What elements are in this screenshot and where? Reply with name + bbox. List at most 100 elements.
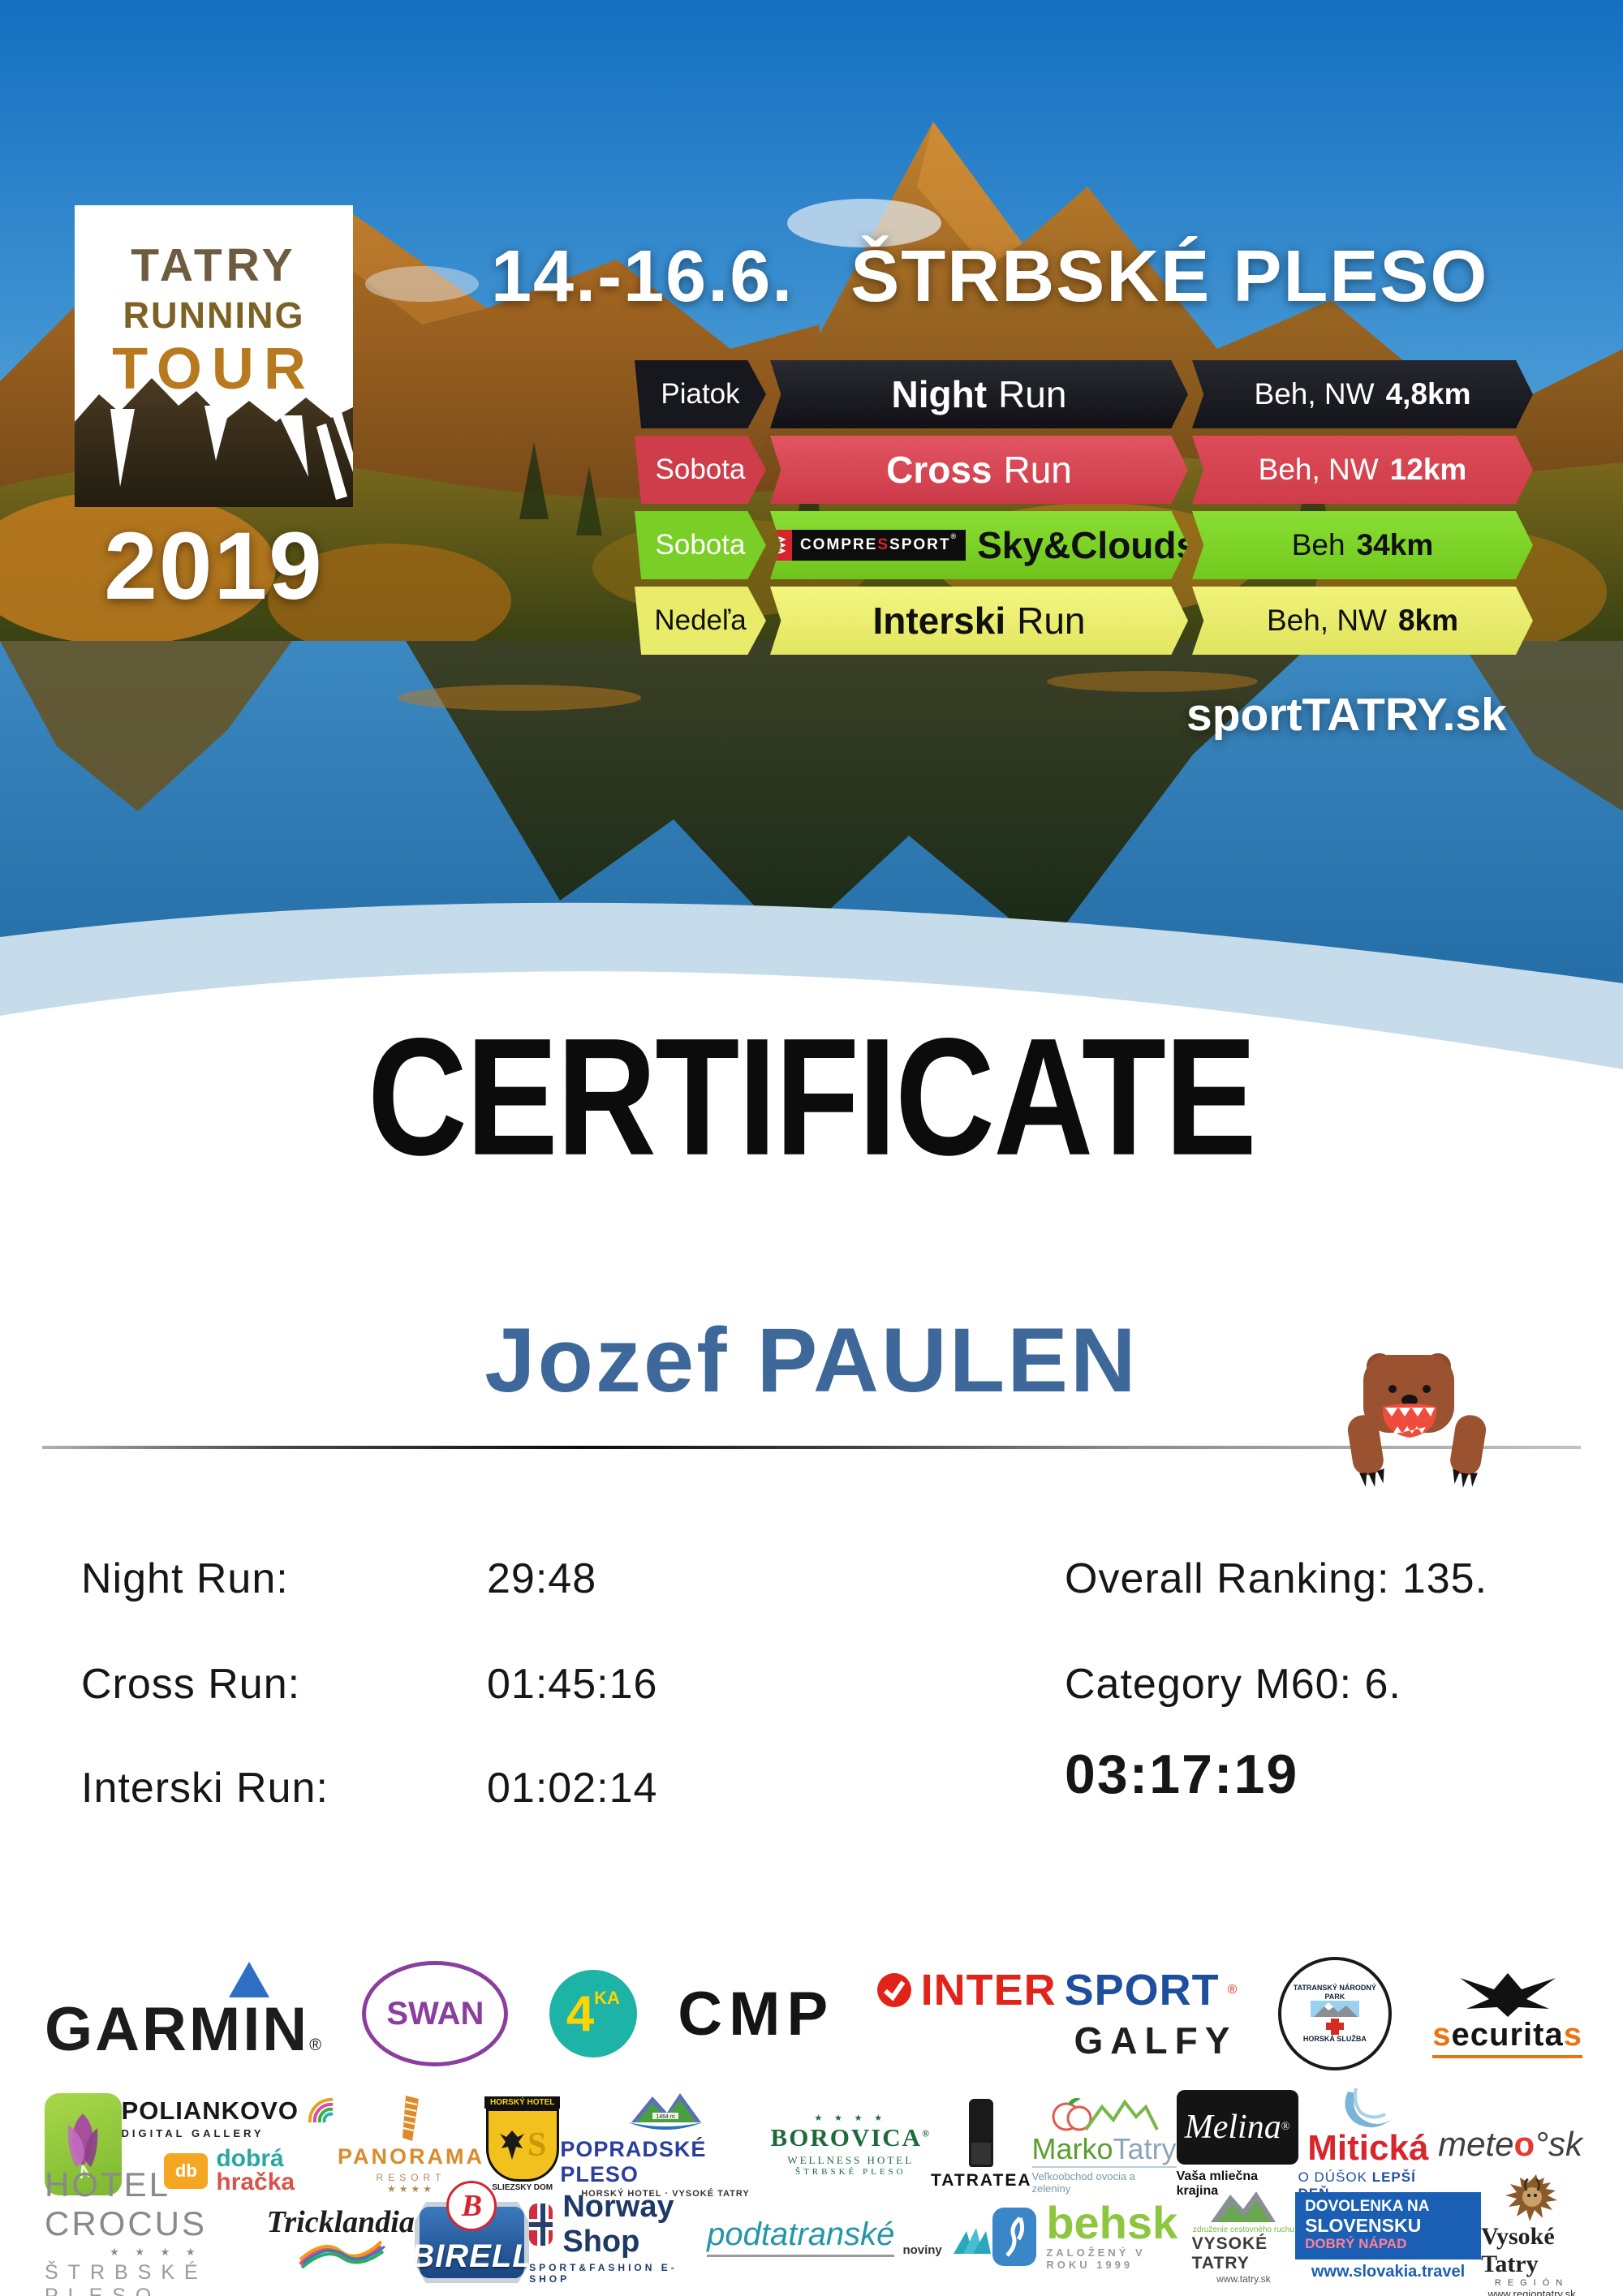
- logo-dovolenka-na-slovensku: DOVOLENKA NA SLOVENSKU DOBRÝ NÁPAD www.s…: [1295, 2192, 1482, 2281]
- meteo-p3: °sk: [1535, 2125, 1582, 2163]
- logo-melina: Melina ® Vaša mliečna krajina: [1176, 2090, 1298, 2199]
- race-mode: Beh, NW: [1266, 604, 1387, 637]
- logo-line-tatry: TATRY: [131, 239, 297, 291]
- garmin-reg: ®: [309, 2036, 321, 2054]
- dobra-hracka-bag-icon: db: [164, 2152, 209, 2189]
- race-name: Cross Run: [770, 436, 1188, 504]
- tricklandia-ribbon-icon: [299, 2240, 385, 2269]
- eagle-icon: [499, 2130, 524, 2160]
- name-divider-line: [42, 1446, 1581, 1449]
- dovolenka-line2: SLOVENSKU: [1305, 2215, 1422, 2237]
- 4ka-digit: 4: [566, 1985, 595, 2042]
- dobra-hracka-word1: dobrá: [216, 2145, 284, 2172]
- logo-poliankovo: POLIANKOVO DIGITAL GALLERY: [122, 2095, 338, 2139]
- logo-birell: BIRELL B: [414, 2181, 530, 2283]
- vtzcr-url: www.tatry.sk: [1216, 2272, 1271, 2285]
- logo-garmin: GARMIN®: [45, 1961, 321, 2065]
- event-date-location: 14.-16.6. ŠTRBSKÉ PLESO: [491, 235, 1488, 319]
- logo-meteo-sk: meteo°sk: [1438, 2125, 1582, 2164]
- event-year: 2019: [104, 513, 324, 620]
- compressport-logo: COMPRE S SPORT ®: [770, 530, 966, 561]
- panorama-tower-icon: [403, 2096, 420, 2141]
- panorama-wordmark: PANORAMA: [337, 2144, 484, 2169]
- vtzcr-association: združenie cestovného ruchu: [1192, 2225, 1294, 2234]
- compressport-text-3: SPORT: [889, 536, 951, 553]
- crocus-flower-icon: [67, 2113, 98, 2179]
- race-name-main: Sky&Clouds: [977, 524, 1198, 566]
- tanap-top-text: TATRANSKÝ NÁRODNÝ PARK: [1293, 1984, 1376, 2001]
- miticka-water-icon: [1345, 2087, 1392, 2128]
- melina-wordmark: Melina: [1184, 2109, 1281, 2146]
- logo-intersport-galfy: INTER SPORT ® GALFY: [876, 1965, 1238, 2062]
- race-banner-list: Piatok Night Run Beh, NW 4,8km Sobota Cr…: [635, 360, 1533, 662]
- melina-box: Melina ®: [1176, 2090, 1298, 2165]
- poliankovo-wordmark: POLIANKOVO: [121, 2096, 299, 2125]
- securitas-p1: s: [1432, 2016, 1452, 2053]
- tatry-running-tour-logo: TATRY RUNNING TOUR: [75, 205, 353, 507]
- miticka-tagline-1: O DÚŠOK: [1298, 2169, 1372, 2185]
- race-km: 8km: [1397, 604, 1459, 637]
- race-name-main: Night: [891, 373, 988, 415]
- logo-intersport: INTER SPORT ®: [876, 1965, 1238, 2015]
- behsk-runner-icon: [992, 2207, 1037, 2266]
- logo-galfy: GALFY: [1074, 2019, 1238, 2062]
- logo-norway-shop: Norway Shop SPORT&FASHION E-SHOP: [529, 2190, 707, 2285]
- norway-shop-subtitle: SPORT&FASHION E-SHOP: [529, 2261, 678, 2285]
- tatratea-bottle-icon: [969, 2098, 994, 2167]
- behsk-wordmark: behsk: [1046, 2196, 1178, 2248]
- compressport-wordmark: COMPRE S SPORT ®: [791, 530, 966, 561]
- borovica-sub2: ŠTRBSKÉ PLESO: [794, 2166, 906, 2177]
- sliezsky-dom-crest-icon: S: [485, 2109, 559, 2182]
- popradske-altitude: 1464 m: [656, 2114, 675, 2120]
- marko-part1: Marko: [1031, 2132, 1113, 2165]
- split-label: Interski Run:: [81, 1765, 329, 1812]
- logo-podtatranske-noviny: podtatranské noviny: [707, 2216, 992, 2257]
- compressport-reg: ®: [950, 532, 958, 540]
- norway-shop-wordmark: Norway Shop: [562, 2189, 674, 2259]
- garmin-triangle-icon: [228, 1961, 269, 1997]
- split-label: Cross Run:: [81, 1661, 301, 1708]
- poliankovo-subtitle: DIGITAL GALLERY: [121, 2127, 265, 2139]
- tricklandia-wordmark: Tricklandia: [266, 2205, 415, 2239]
- logo-line-running: RUNNING: [123, 295, 305, 336]
- logo-popradske-pleso: 1464 m POPRADSKÉ PLESO HORSKÝ HOTEL · VY…: [560, 2090, 770, 2199]
- sponsor-row-3: HOTEL CROCUS ★ ★ ★ ★ ŠTRBSKÉ PLESO Trick…: [45, 2165, 1582, 2296]
- race-name-suffix: Run: [1003, 449, 1072, 491]
- intersport-part2: SPORT: [1064, 1966, 1220, 2014]
- split-time: 01:45:16: [487, 1661, 658, 1708]
- race-banner-interski-run: Nedeľa Interski Run Beh, NW 8km: [635, 587, 1533, 655]
- race-km: 4,8km: [1385, 377, 1471, 411]
- race-km: 12km: [1389, 453, 1467, 486]
- logo-tanap-horska-sluzba: TATRANSKÝ NÁRODNÝ PARK HORSKÁ SLUŽBA: [1277, 1957, 1392, 2070]
- sponsor-row-1: GARMIN® SWAN 4 KA CMP INTER SPORT ® GALFY …: [45, 1946, 1582, 2082]
- logo-mountains-icon: [75, 378, 353, 507]
- logo-vysoke-tatry-region: Vysoké Tatry REGIÓN www.regiontatry.sk: [1481, 2173, 1582, 2296]
- compressport-text-2: S: [877, 536, 890, 553]
- borovica-reg: ®: [922, 2127, 932, 2139]
- logo-borovica: ★ ★ ★ ★ BOROVICA® WELLNESS HOTEL ŠTRBSKÉ…: [771, 2113, 931, 2177]
- logo-horsky-hotel-sliezsky-dom: HORSKÝ HOTEL S SLIEZSKY DOM: [484, 2096, 561, 2192]
- split-time: 29:48: [487, 1555, 597, 1602]
- behsk-subtitle: ZALOŽENÝ V ROKU 1999: [1046, 2247, 1146, 2272]
- logo-miticka: Mitická O DÚŠOK LEPŠÍ DEŇ: [1298, 2087, 1439, 2202]
- race-day: Piatok: [635, 360, 766, 428]
- race-name: COMPRE S SPORT ® Sky&Clouds: [770, 511, 1188, 579]
- tanap-bottom-text: HORSKÁ SLUŽBA: [1302, 2035, 1367, 2044]
- vt-region-wordmark: Vysoké Tatry: [1481, 2222, 1555, 2277]
- race-mode: Beh, NW: [1254, 377, 1375, 411]
- dobra-hracka-word2: hračka: [216, 2168, 295, 2195]
- podtatranske-wordmark: podtatranské: [707, 2216, 895, 2257]
- event-date: 14.-16.6.: [491, 236, 794, 317]
- vysoke-tatry-mountains-icon: [1211, 2191, 1276, 2222]
- website-url: sportTATRY.sk: [1186, 689, 1507, 741]
- norway-flag-icon: [529, 2203, 553, 2246]
- participant-name: Jozef PAULEN: [484, 1309, 1139, 1411]
- intersport-reg: ®: [1227, 1983, 1238, 1997]
- hotel-crocus-wordmark: HOTEL CROCUS: [45, 2165, 208, 2242]
- race-mode: Beh: [1291, 528, 1345, 561]
- melina-subtitle: Vaša mliečna krajina: [1176, 2169, 1259, 2198]
- vt-region-subtitle: REGIÓN: [1494, 2277, 1569, 2288]
- logo-securitas: securitas: [1432, 1970, 1582, 2058]
- race-distance: Beh, NW 12km: [1192, 436, 1533, 504]
- logo-hotel-crocus-text: HOTEL CROCUS ★ ★ ★ ★ ŠTRBSKÉ PLESO: [45, 2165, 267, 2296]
